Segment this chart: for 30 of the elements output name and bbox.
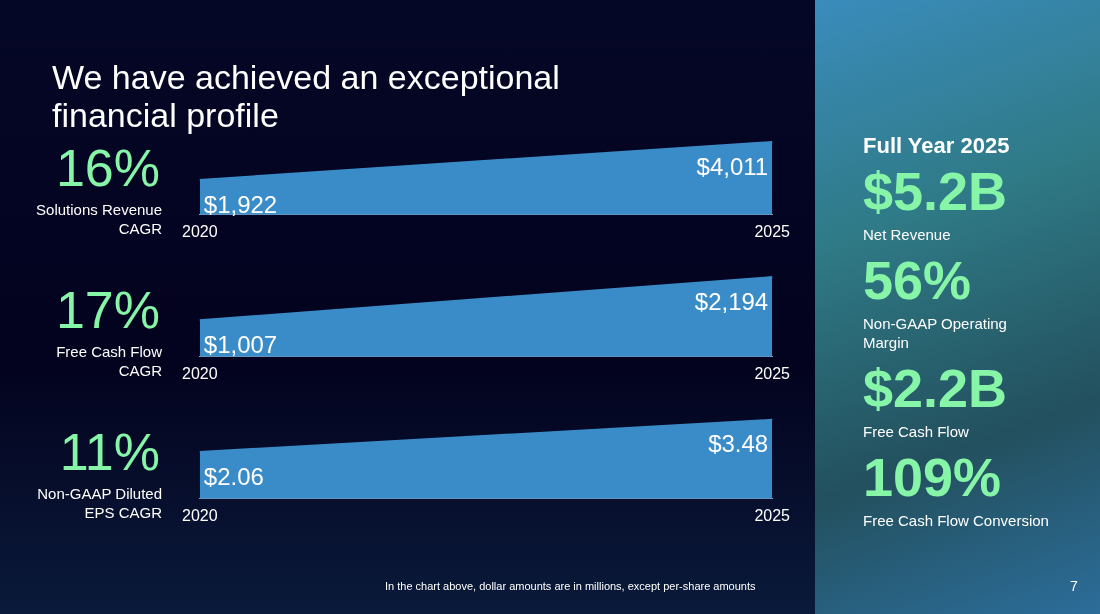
- text: Free Cash Flow Conversion: [863, 511, 1050, 530]
- x-tick-label: 2025: [754, 506, 791, 524]
- annotation: Non-GAAP Operating Margin: [863, 314, 1008, 352]
- annotation: 109%: [863, 447, 1003, 507]
- text: We have achieved an exceptional financial profile: [52, 58, 561, 134]
- data-label: $1,007: [203, 330, 278, 358]
- chart-title: 16%: [54, 139, 161, 197]
- data-label: $2,194: [694, 287, 769, 315]
- chart-title: 11%: [58, 423, 161, 481]
- text: Full Year 2025: [863, 133, 1011, 159]
- data-label: $1,922: [203, 190, 278, 218]
- x-tick-label: 2020: [182, 364, 218, 382]
- data-label: $3.48: [708, 430, 769, 458]
- text: Non-GAAP Diluted EPS CAGR: [36, 484, 162, 522]
- text: 7: [1070, 578, 1078, 594]
- text: In the chart above, dollar amounts are in millions, except per-share amounts: [385, 580, 756, 592]
- text: Free Cash Flow CAGR: [55, 342, 162, 380]
- annotation: $5.2B: [863, 161, 1009, 221]
- data-label: $4,011: [696, 152, 769, 180]
- annotation: 56%: [863, 250, 973, 310]
- x-tick-label: 2020: [182, 222, 218, 240]
- chart-title: 17%: [54, 281, 161, 339]
- text: Net Revenue: [863, 225, 952, 244]
- data-label: $2.06: [203, 462, 264, 490]
- x-tick-label: 2020: [182, 506, 218, 524]
- annotation: Free Cash Flow: [863, 422, 970, 441]
- text: Solutions Revenue CAGR: [35, 200, 162, 238]
- x-tick-label: 2025: [754, 364, 791, 382]
- x-tick-label: 2025: [754, 222, 791, 240]
- text: $2.2B: [863, 358, 1009, 418]
